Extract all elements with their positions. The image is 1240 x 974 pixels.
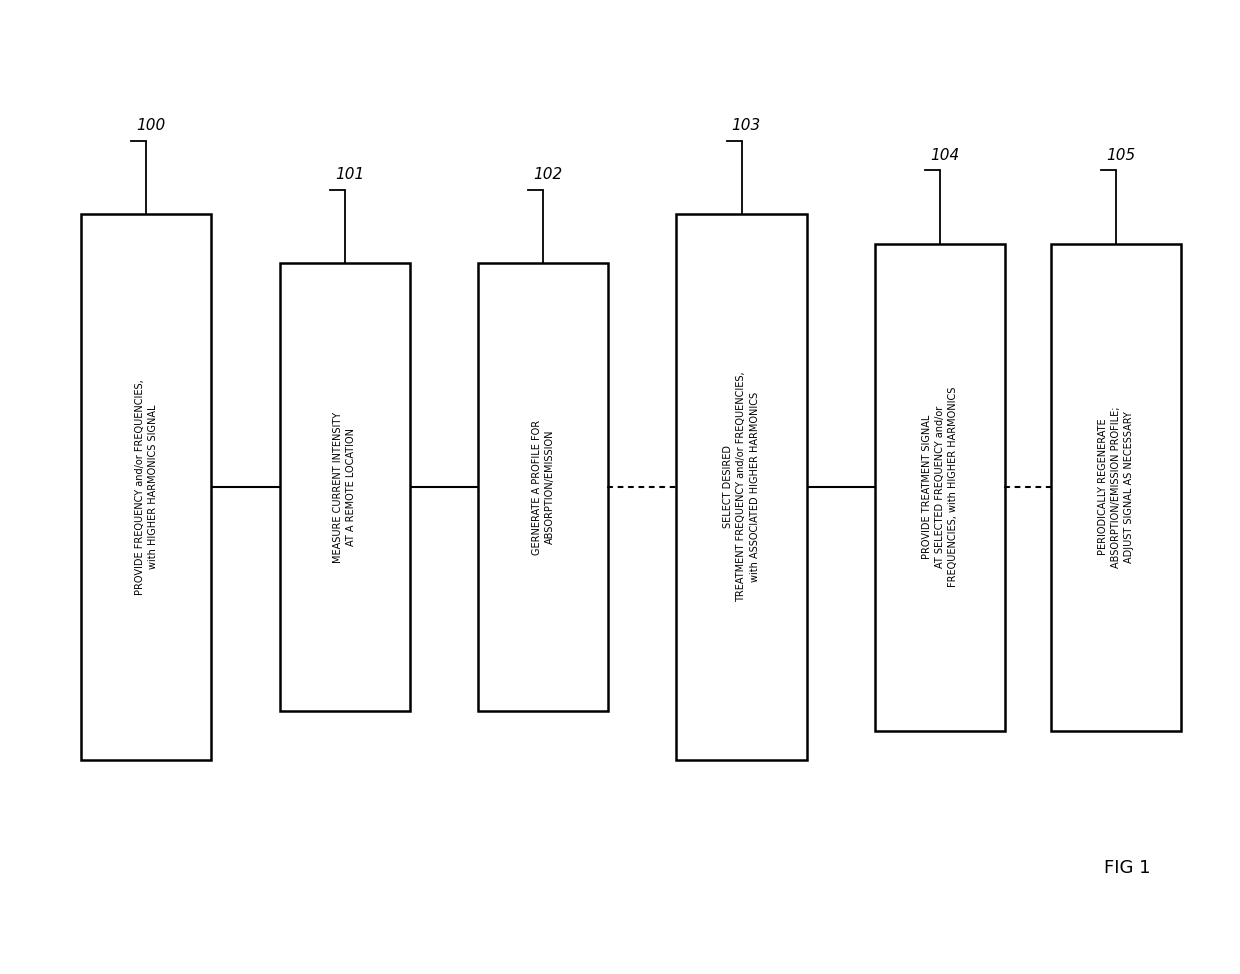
Text: SELECT DESIRED
TREATMENT FREQUENCY and/or FREQUENCIES,
with ASSOCIATED HIGHER HA: SELECT DESIRED TREATMENT FREQUENCY and/o… xyxy=(723,372,760,602)
Text: GERNERATE A PROFILE FOR
ABSORPTION/EMISSION: GERNERATE A PROFILE FOR ABSORPTION/EMISS… xyxy=(532,420,554,554)
Text: 102: 102 xyxy=(533,168,563,182)
Bar xyxy=(479,263,609,711)
Text: FIG 1: FIG 1 xyxy=(1104,859,1149,877)
Bar xyxy=(82,214,211,760)
Bar xyxy=(1052,244,1182,730)
Text: PROVIDE FREQUENCY and/or FREQUENCIES,
with HIGHER HARMONICS SIGNAL: PROVIDE FREQUENCY and/or FREQUENCIES, wi… xyxy=(135,379,157,595)
Bar xyxy=(875,244,1004,730)
Bar xyxy=(677,214,806,760)
Text: PROVIDE TREATMENT SIGNAL
AT SELECTED FREQUENCY and/or
FREQUENCIES, with HIGHER H: PROVIDE TREATMENT SIGNAL AT SELECTED FRE… xyxy=(921,387,959,587)
Text: 105: 105 xyxy=(1106,148,1136,163)
Bar xyxy=(280,263,409,711)
Text: 103: 103 xyxy=(732,119,761,133)
Text: 101: 101 xyxy=(335,168,365,182)
Text: PERIODICALLY REGENERATE
ABSORPTION/EMISSION PROFILE;
ADJUST SIGNAL AS NECESSARY: PERIODICALLY REGENERATE ABSORPTION/EMISS… xyxy=(1097,406,1135,568)
Text: MEASURE CURRENT INTENSITY
AT A REMOTE LOCATION: MEASURE CURRENT INTENSITY AT A REMOTE LO… xyxy=(334,411,356,563)
Text: 104: 104 xyxy=(930,148,960,163)
Text: 100: 100 xyxy=(136,119,166,133)
